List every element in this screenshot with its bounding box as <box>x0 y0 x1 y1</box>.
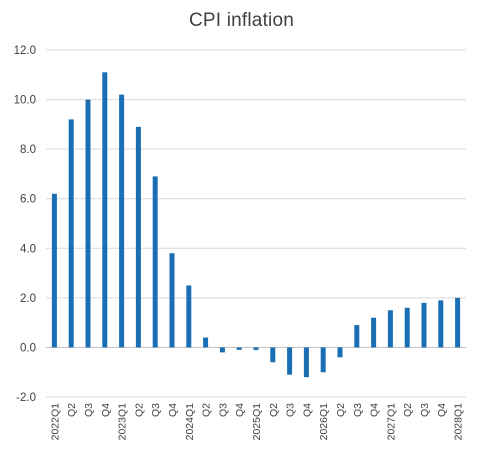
bar-8 <box>186 285 192 348</box>
x-tick-label: Q4 <box>301 403 313 417</box>
x-tick-label: Q4 <box>369 403 381 417</box>
x-tick-label: 2025Q1 <box>251 403 263 441</box>
x-tick-label: Q2 <box>133 403 145 417</box>
bar-0 <box>51 193 57 348</box>
bar-9 <box>203 337 209 348</box>
bar-1 <box>68 119 74 348</box>
y-tick-label: 8.0 <box>20 144 36 156</box>
bar-23 <box>438 300 444 348</box>
bar-20 <box>387 310 393 348</box>
x-tick-label: Q4 <box>234 403 246 417</box>
bar-11 <box>236 347 242 350</box>
x-tick-label: 2026Q1 <box>318 403 330 441</box>
x-tick-label: 2028Q1 <box>453 403 465 441</box>
x-tick-label: Q2 <box>335 403 347 417</box>
bar-13 <box>270 347 276 363</box>
y-tick-label: 2.0 <box>20 293 36 305</box>
bar-5 <box>135 126 141 348</box>
bar-18 <box>354 325 360 348</box>
bar-3 <box>102 72 108 348</box>
x-tick-label: Q4 <box>436 403 448 417</box>
x-tick-label: Q2 <box>201 403 213 417</box>
chart-title: CPI inflation <box>188 10 295 31</box>
x-tick-label: Q3 <box>150 403 162 417</box>
bar-10 <box>219 347 225 353</box>
bar-7 <box>169 253 175 348</box>
y-tick-label: 12.0 <box>14 45 36 57</box>
x-tick-label: Q3 <box>217 403 229 417</box>
bar-15 <box>303 347 309 378</box>
x-tick-label: 2024Q1 <box>184 403 196 441</box>
x-tick-label: Q2 <box>66 403 78 417</box>
x-tick-label: Q2 <box>268 403 280 417</box>
y-tick-label: -2.0 <box>16 392 36 404</box>
y-tick-label: 6.0 <box>20 194 36 206</box>
bar-4 <box>119 94 125 348</box>
x-tick-label: Q4 <box>100 403 112 417</box>
bar-16 <box>320 347 326 373</box>
bar-24 <box>455 297 461 348</box>
y-tick-label: 10.0 <box>14 95 36 107</box>
x-tick-label: 2022Q1 <box>49 403 61 441</box>
bar-14 <box>287 347 293 375</box>
x-tick-label: Q3 <box>83 403 95 417</box>
y-tick-label: 0.0 <box>20 342 36 354</box>
bar-22 <box>421 302 427 348</box>
y-tick-label: 4.0 <box>20 243 36 255</box>
x-tick-label: Q4 <box>167 403 179 417</box>
bar-19 <box>371 317 377 348</box>
bar-21 <box>404 307 410 348</box>
bar-12 <box>253 347 259 350</box>
x-tick-label: Q3 <box>352 403 364 417</box>
bar-6 <box>152 176 158 348</box>
x-tick-label: Q3 <box>285 403 297 417</box>
x-tick-label: Q2 <box>402 403 414 417</box>
x-tick-label: 2027Q1 <box>385 403 397 441</box>
x-tick-label: 2023Q1 <box>117 403 129 441</box>
bar-2 <box>85 99 91 348</box>
x-tick-label: Q3 <box>419 403 431 417</box>
bar-17 <box>337 347 343 358</box>
